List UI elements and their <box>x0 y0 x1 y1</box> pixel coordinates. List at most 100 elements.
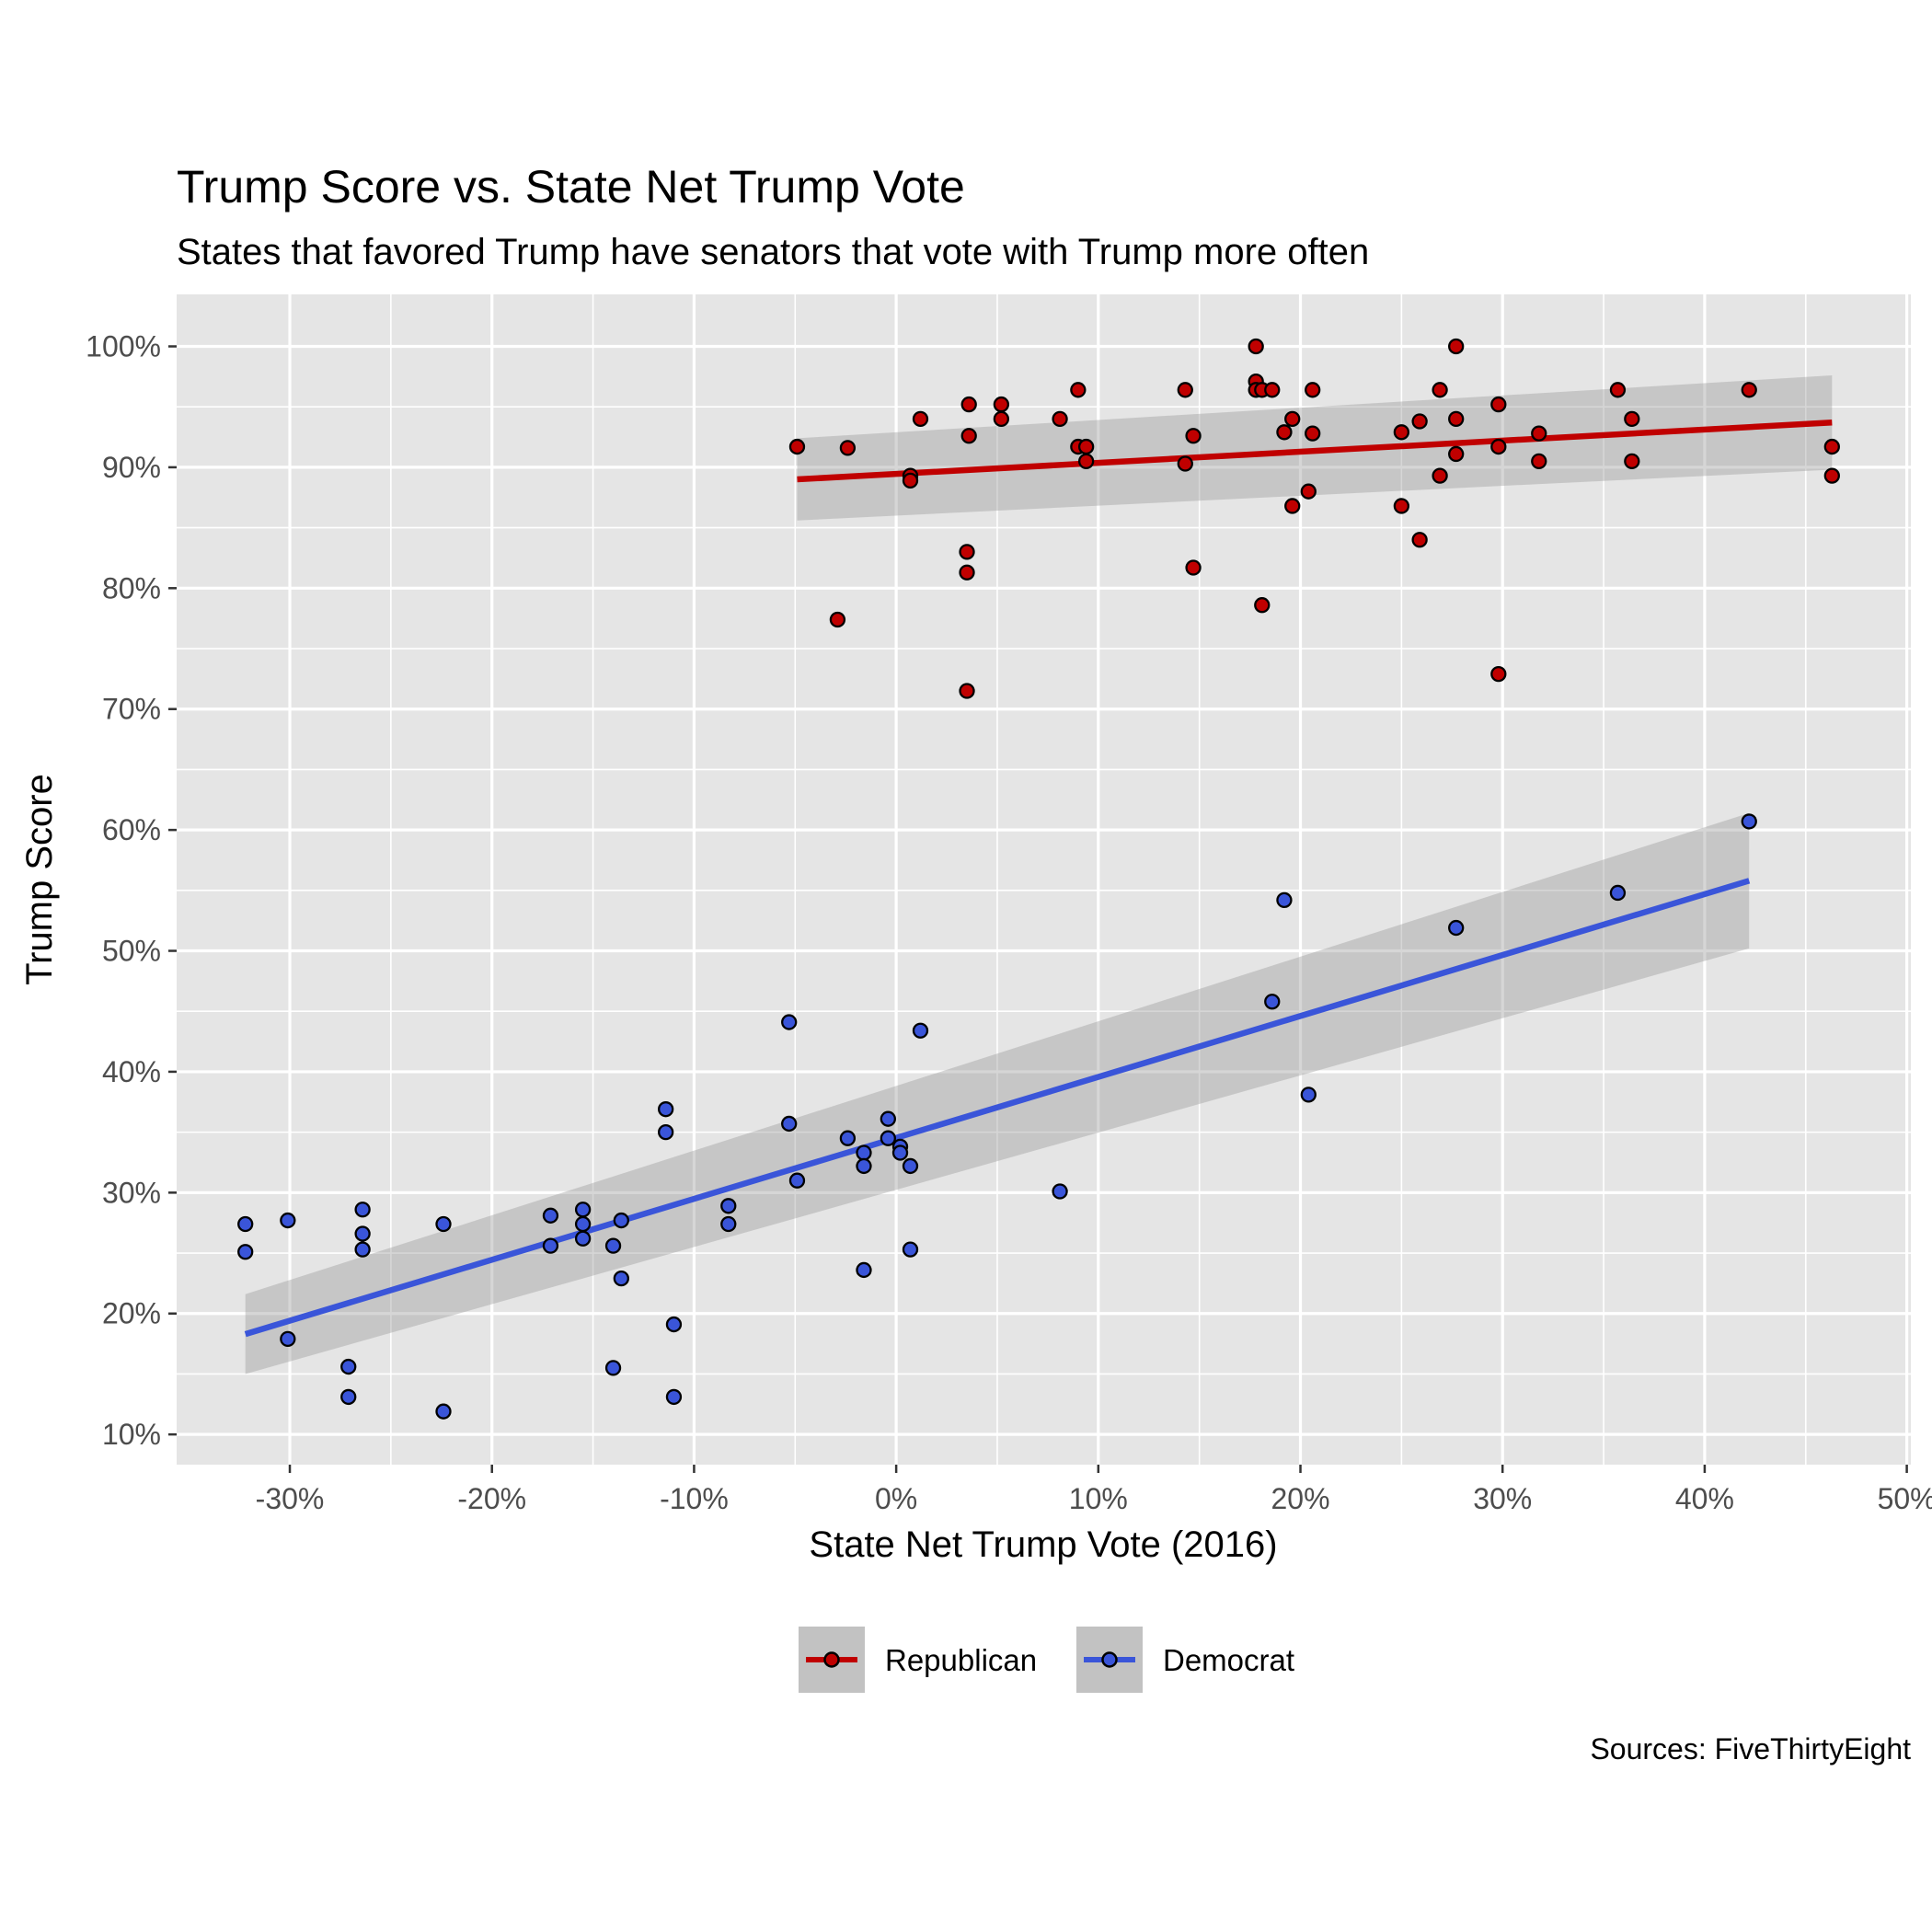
data-point-republican <box>1432 382 1448 398</box>
data-point-republican <box>1624 410 1640 427</box>
y-tick-label: 100% <box>86 330 161 363</box>
x-tick-label: -30% <box>256 1482 325 1515</box>
data-point-republican <box>1531 453 1547 469</box>
data-point-democrat <box>354 1225 371 1242</box>
data-point-democrat <box>574 1202 592 1218</box>
data-point-republican <box>1448 445 1465 463</box>
data-point-democrat <box>665 1388 683 1406</box>
data-point-democrat <box>237 1244 254 1260</box>
data-point-republican <box>1609 382 1627 398</box>
data-point-republican <box>1531 425 1547 442</box>
legend-point-democrat <box>1101 1651 1118 1668</box>
y-tick-label: 10% <box>102 1418 161 1451</box>
data-point-democrat <box>781 1014 798 1030</box>
x-tick-label: 10% <box>1069 1482 1128 1515</box>
data-point-democrat <box>781 1115 798 1133</box>
y-axis-title: Trump Score <box>19 774 60 985</box>
data-point-democrat <box>280 1212 296 1229</box>
confidence-ribbons <box>245 375 1833 1374</box>
data-point-republican <box>1185 559 1202 576</box>
data-point-republican <box>959 544 975 560</box>
data-point-democrat <box>1264 994 1281 1010</box>
data-point-republican <box>1432 467 1448 484</box>
data-point-republican <box>1411 413 1428 430</box>
data-point-republican <box>1305 382 1321 398</box>
data-point-democrat <box>902 1241 919 1258</box>
data-point-republican <box>829 611 846 628</box>
data-point-democrat <box>658 1101 674 1118</box>
data-point-democrat <box>665 1316 683 1333</box>
data-point-democrat <box>340 1388 357 1406</box>
data-point-democrat <box>856 1144 872 1161</box>
chart-caption: Sources: FiveThirtyEight <box>1590 1732 1911 1765</box>
data-point-republican <box>1823 467 1840 484</box>
x-tick-label: 30% <box>1473 1482 1532 1515</box>
data-point-democrat <box>613 1212 629 1229</box>
x-tick-label: -20% <box>457 1482 526 1515</box>
data-point-democrat <box>658 1123 674 1141</box>
data-point-republican <box>1411 532 1428 548</box>
data-point-democrat <box>435 1403 452 1420</box>
data-point-democrat <box>542 1237 559 1254</box>
data-point-republican <box>912 410 929 427</box>
data-point-republican <box>993 410 1010 427</box>
data-point-democrat <box>891 1144 909 1161</box>
data-point-republican <box>1185 428 1202 444</box>
data-point-democrat <box>237 1215 254 1233</box>
data-points <box>237 338 1840 1420</box>
legend: Republican Democrat <box>799 1627 1294 1693</box>
legend-label-republican: Republican <box>885 1643 1037 1677</box>
data-point-republican <box>1741 382 1757 398</box>
data-point-democrat <box>604 1360 622 1376</box>
y-tick-label: 20% <box>102 1297 161 1330</box>
data-point-republican <box>959 564 975 581</box>
data-point-republican <box>1264 382 1281 398</box>
data-point-republican <box>902 472 919 489</box>
data-point-democrat <box>1448 919 1465 937</box>
data-point-democrat <box>574 1215 592 1233</box>
data-point-republican <box>1490 665 1507 683</box>
data-point-democrat <box>1609 884 1627 902</box>
data-point-republican <box>788 438 806 455</box>
data-point-republican <box>1448 410 1465 427</box>
data-point-republican <box>1490 438 1507 455</box>
data-point-democrat <box>880 1110 896 1127</box>
x-axis-title: State Net Trump Vote (2016) <box>809 1524 1277 1565</box>
chart-title: Trump Score vs. State Net Trump Vote <box>177 161 965 213</box>
data-point-republican <box>1624 453 1640 469</box>
data-point-democrat <box>902 1157 919 1175</box>
data-point-republican <box>1077 453 1095 469</box>
legend-item-democrat: Democrat <box>1076 1627 1294 1693</box>
data-point-republican <box>1254 597 1271 614</box>
data-point-democrat <box>720 1215 737 1233</box>
data-point-republican <box>960 396 977 413</box>
data-point-democrat <box>720 1198 737 1214</box>
data-point-republican <box>1276 424 1293 441</box>
y-tick-label: 80% <box>102 571 161 604</box>
data-point-democrat <box>1276 891 1293 908</box>
grid-major <box>177 294 1911 1465</box>
y-tick-label: 50% <box>102 935 161 968</box>
trend-line-democrat <box>244 878 1751 1338</box>
data-point-republican <box>1077 438 1095 455</box>
data-point-republican <box>1393 424 1410 441</box>
data-point-republican <box>1070 382 1087 398</box>
data-point-republican <box>1284 410 1301 427</box>
data-point-republican <box>960 428 977 444</box>
data-point-republican <box>1177 455 1193 472</box>
y-axis: 10% 20% 30% 40% 50% 60% 70% 80% 90% 100% <box>86 330 177 1451</box>
x-tick-label: -10% <box>660 1482 729 1515</box>
legend-item-republican: Republican <box>799 1627 1037 1693</box>
y-tick-label: 70% <box>102 693 161 726</box>
data-point-republican <box>1300 483 1317 500</box>
data-point-democrat <box>1300 1087 1317 1103</box>
y-tick-label: 30% <box>102 1176 161 1209</box>
data-point-democrat <box>354 1241 371 1258</box>
x-tick-label: 0% <box>875 1482 917 1515</box>
data-point-republican <box>993 396 1010 413</box>
data-point-democrat <box>856 1157 872 1175</box>
data-point-democrat <box>435 1215 452 1233</box>
data-point-democrat <box>912 1022 929 1039</box>
data-point-democrat <box>280 1330 296 1347</box>
